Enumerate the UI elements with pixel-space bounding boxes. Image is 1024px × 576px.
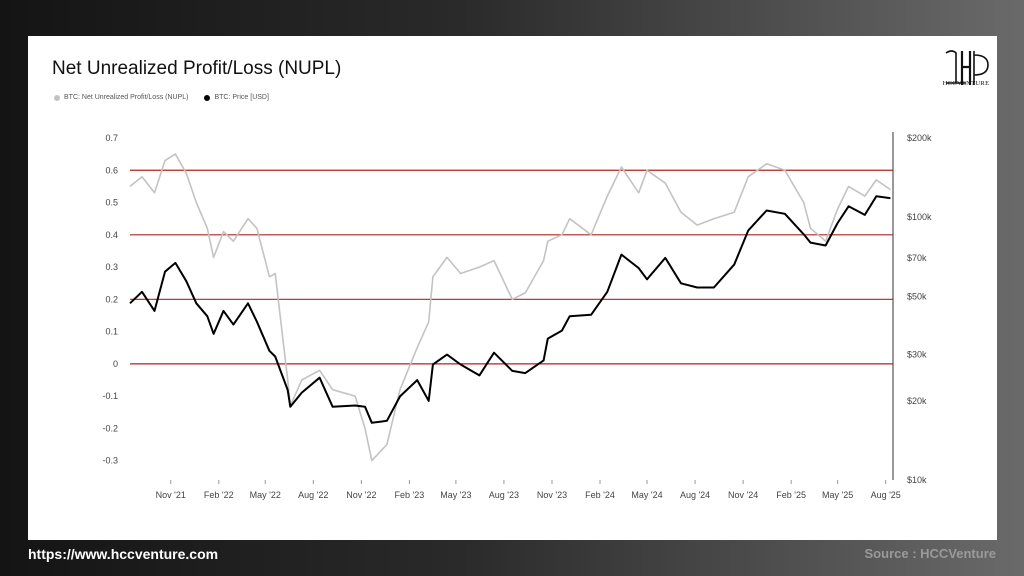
x-tick-label: Feb '24 [585,490,615,500]
legend-label-nupl: BTC: Net Unrealized Profit/Loss (NUPL) [64,94,189,101]
brand-name: HCCVENTURE [942,80,990,87]
y-right-tick-label: $20k [907,396,927,406]
x-tick-label: Aug '25 [871,490,901,500]
y-right-tick-label: $100k [907,212,932,222]
y-left-tick-label: 0 [113,359,118,369]
chart-title: Net Unrealized Profit/Loss (NUPL) [52,58,342,79]
x-tick-label: Aug '22 [298,490,328,500]
y-left-tick-label: -0.1 [102,391,118,401]
y-left-tick-label: -0.3 [102,456,118,466]
y-right-tick-label: $200k [907,133,932,143]
x-tick-label: May '22 [250,490,281,500]
x-tick-label: Feb '22 [204,490,234,500]
y-right-tick-label: $10k [907,475,927,485]
price-series-line [129,195,891,424]
x-tick-label: Aug '24 [680,490,710,500]
legend-swatch-nupl [54,94,60,101]
nupl-chart: 0.7 0.6 0.5 0.4 0.3 0.2 0.1 0 -0.1 -0.2 -0.3 $200k $… [102,132,932,500]
y-left-tick-label: 0.6 [105,165,118,175]
y-right-tick-label: $50k [907,291,927,301]
source-credit: Source : HCCVenture [864,546,996,561]
legend-label-price: BTC: Price [USD] [214,94,269,101]
y-left-tick-label: -0.2 [102,423,118,433]
x-tick-label: May '24 [631,490,662,500]
x-tick-label: May '25 [822,490,853,500]
legend-item-nupl[interactable]: BTC: Net Unrealized Profit/Loss (NUPL) [54,94,188,101]
website-url-link[interactable]: https://www.hccventure.com [28,546,219,562]
y-right-tick-label: $70k [907,253,927,263]
hccventure-logo-icon [945,50,989,85]
legend-item-price[interactable]: BTC: Price [USD] [204,94,269,101]
x-tick-label: May '23 [440,490,471,500]
chart-legend: BTC: Net Unrealized Profit/Loss (NUPL) B… [54,94,269,101]
x-tick-label: Nov '21 [156,490,186,500]
y-left-tick-label: 0.7 [105,133,118,143]
x-tick-label: Feb '25 [776,490,806,500]
y-left-tick-label: 0.2 [105,294,118,304]
x-tick-label: Nov '24 [728,490,758,500]
legend-swatch-price [204,94,211,101]
y-left-tick-label: 0.1 [105,327,118,337]
y-left-tick-label: 0.4 [105,230,118,240]
x-tick-label: Nov '22 [346,490,376,500]
y-right-tick-label: $30k [907,350,927,360]
x-tick-label: Nov '23 [537,490,567,500]
nupl-series-line [129,153,891,462]
chart-card: Net Unrealized Profit/Loss (NUPL) BTC: N… [28,36,997,540]
y-left-tick-label: 0.3 [105,262,118,272]
y-left-tick-label: 0.5 [105,198,118,208]
x-tick-label: Feb '23 [395,490,425,500]
x-tick-label: Aug '23 [489,490,519,500]
